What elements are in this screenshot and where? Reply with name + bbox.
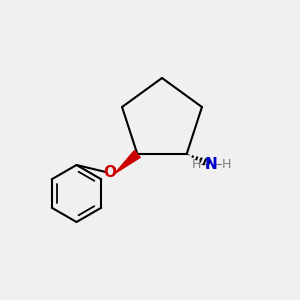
Text: H: H <box>222 158 231 171</box>
Polygon shape <box>115 151 140 173</box>
Text: O: O <box>103 165 116 180</box>
Text: H: H <box>192 158 201 171</box>
Text: N: N <box>204 157 217 172</box>
